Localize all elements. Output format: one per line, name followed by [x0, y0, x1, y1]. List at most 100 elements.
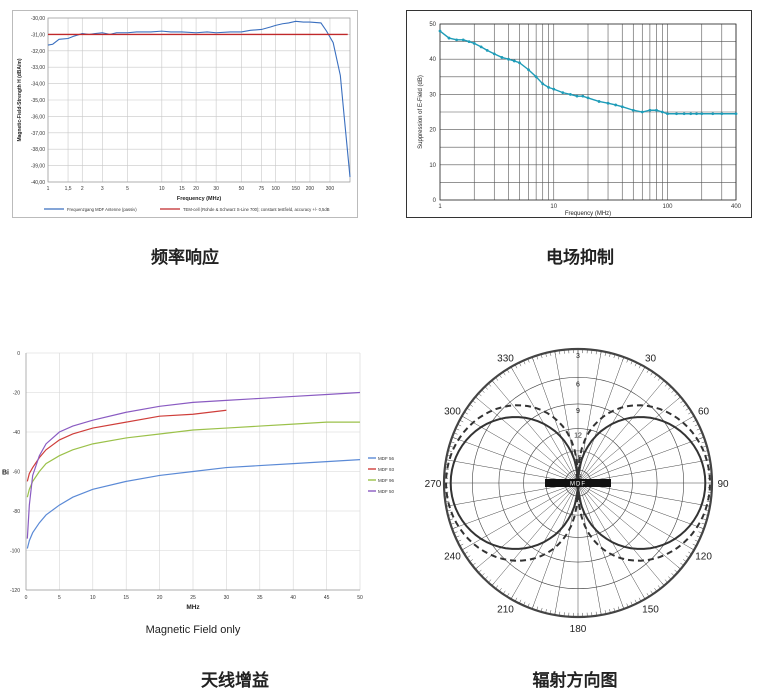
y-tick-label: -60: [13, 470, 20, 476]
polar-tick: [634, 362, 637, 367]
x-tick-label: 20: [193, 186, 199, 192]
polar-tick: [540, 607, 543, 612]
data-point: [575, 94, 579, 98]
polar-tick: [671, 573, 675, 577]
y-tick-label: -20: [13, 391, 20, 397]
efield-suppression-caption: 电场抑制: [546, 248, 614, 268]
plot-area: [47, 17, 351, 183]
polar-tick: [701, 441, 706, 444]
data-point: [666, 112, 669, 116]
data-point: [631, 108, 635, 112]
legend-label-1: MDF 56: [378, 456, 395, 461]
polar-tick: [657, 377, 661, 381]
series-line-1: [26, 459, 361, 549]
data-point: [455, 38, 459, 42]
x-tick-label: 45: [324, 595, 330, 601]
chart-frame: [12, 10, 358, 218]
polar-tick: [706, 500, 711, 502]
polar-tick: [626, 603, 629, 608]
antenna-gain-panel: 0 -20 -40 -60 -80 -100 -120 0 5 10 15 20 25 30 35 40 45 5…: [0, 345, 402, 640]
radiation-pattern-panel: 3 6 9 12 15 18 330 30 300 60 270 90 240 120 210 150 180 M…: [415, 345, 745, 645]
data-point: [500, 56, 504, 59]
polar-tick: [646, 593, 650, 597]
polar-tick: [554, 610, 556, 616]
y-tick-label: -32,00: [31, 49, 45, 55]
polar-tick: [700, 436, 705, 439]
polar-tick: [613, 354, 616, 359]
polar-spoke: [577, 396, 681, 484]
polar-tick: [688, 551, 692, 555]
polar-tick: [488, 579, 492, 583]
y-tick-label: -100: [10, 549, 20, 555]
data-point: [586, 96, 590, 100]
data-point: [734, 112, 738, 116]
polar-tick: [540, 354, 543, 359]
angle-label: 30: [645, 353, 657, 364]
polar-tick: [445, 459, 451, 461]
polar-tick: [604, 351, 607, 356]
polar-tick: [609, 352, 611, 357]
x-tick-label: 1: [47, 186, 50, 192]
polar-tick: [680, 562, 684, 566]
polar-tick: [484, 576, 488, 580]
polar-tick: [657, 585, 661, 589]
polar-tick: [466, 407, 471, 411]
polar-tick: [523, 601, 526, 606]
polar-tick: [683, 404, 687, 407]
polar-tick: [472, 400, 476, 404]
polar-tick: [690, 547, 695, 551]
polar-tick: [531, 356, 534, 361]
y-tick-label: -37,00: [31, 131, 45, 137]
polar-tick: [704, 450, 709, 452]
polar-tick: [449, 445, 454, 448]
polar-tick: [559, 611, 561, 616]
polar-tick: [478, 569, 482, 573]
polar-tick: [680, 400, 684, 404]
polar-tick: [502, 590, 506, 595]
polar-tick: [499, 374, 502, 378]
polar-tick: [484, 386, 488, 390]
polar-spoke: [577, 482, 681, 570]
angle-label: 120: [695, 552, 712, 563]
polar-tick: [481, 573, 485, 577]
polar-tick: [694, 539, 699, 542]
angle-label: 270: [425, 479, 442, 490]
legend-label-1: Frequenzgang MDF Antenne (passiv): [67, 207, 137, 212]
y-tick-label: 0: [17, 351, 20, 357]
polar-tick: [464, 411, 468, 415]
radial-label: 15: [574, 455, 582, 462]
polar-tick: [654, 588, 657, 592]
data-point: [620, 105, 624, 109]
polar-tick: [450, 522, 455, 525]
radial-label: 3: [576, 353, 580, 360]
polar-spoke: [491, 380, 579, 484]
data-point: [640, 110, 644, 114]
series-line-2: [26, 409, 227, 482]
y-tick-label: 20: [429, 128, 436, 134]
polar-tick: [661, 582, 665, 586]
polar-spoke: [577, 482, 665, 586]
polar-tick: [453, 432, 458, 435]
polar-tick: [491, 380, 495, 384]
polar-tick: [475, 566, 479, 570]
polar-tick: [677, 566, 681, 570]
polar-tick: [595, 611, 597, 616]
polar-tick: [671, 389, 675, 393]
polar-tick: [475, 396, 479, 400]
polar-tick: [668, 386, 672, 390]
data-point: [467, 40, 471, 43]
polar-tick: [677, 396, 681, 400]
data-point: [485, 49, 489, 52]
polar-tick: [488, 383, 492, 387]
data-point: [695, 112, 698, 116]
radial-label: 9: [576, 408, 580, 415]
polar-tick: [445, 500, 450, 502]
y-tick-label: 40: [429, 57, 436, 63]
angle-label: 90: [717, 479, 729, 490]
x-tick-label: 50: [357, 595, 363, 601]
polar-spoke: [451, 482, 579, 530]
y-axis-label: Bi: [2, 470, 9, 477]
polar-tick: [642, 366, 646, 371]
polar-tick: [536, 606, 539, 611]
